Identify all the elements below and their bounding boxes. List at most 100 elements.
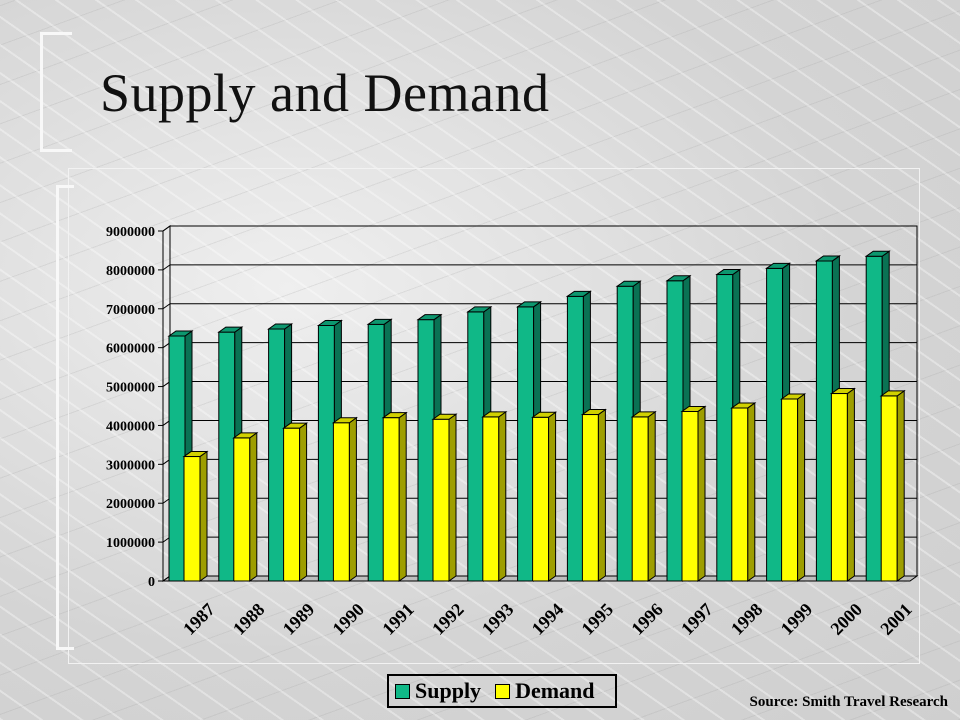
x-tick-label-1993: 1993 <box>478 599 518 639</box>
y-tick-label: 7000000 <box>106 303 155 318</box>
bar-supply-1999-top <box>765 262 792 269</box>
x-tick-label-1997: 1997 <box>677 599 717 639</box>
chart-legend: Supply Demand <box>387 674 617 708</box>
bar-supply-1993 <box>467 311 485 582</box>
bar-supply-1997 <box>666 280 684 582</box>
bar-demand-1988-top <box>232 432 259 439</box>
bar-demand-2000-side <box>846 387 855 582</box>
y-tick-label: 9000000 <box>106 225 155 240</box>
bar-demand-1988-side <box>249 431 258 582</box>
legend-label-demand: Demand <box>515 678 595 703</box>
x-tick-label-1995: 1995 <box>577 599 617 639</box>
bar-demand-1993 <box>482 416 500 582</box>
bar-supply-1990 <box>317 325 335 582</box>
bar-demand-1993-top <box>481 411 508 418</box>
bar-demand-1995-top <box>580 409 607 416</box>
source-note: Source: Smith Travel Research <box>749 694 948 710</box>
bar-demand-2001-side <box>896 389 905 582</box>
x-tick-label-1989: 1989 <box>279 599 319 639</box>
x-tick-label-1991: 1991 <box>378 599 418 639</box>
y-tick-label: 5000000 <box>106 381 155 396</box>
bar-demand-1995-side <box>597 408 606 582</box>
bar-demand-2000-top <box>829 388 856 395</box>
bar-supply-1999 <box>766 267 784 582</box>
y-tick-label: 1000000 <box>106 536 155 551</box>
bar-supply-1989 <box>268 328 286 582</box>
bar-supply-2001 <box>865 255 883 582</box>
bar-demand-1989-top <box>282 422 309 429</box>
bar-supply-1987-top <box>167 330 194 337</box>
bar-demand-1992-side <box>448 413 457 582</box>
legend-item-demand: Demand <box>495 678 595 704</box>
bar-demand-1992-top <box>431 413 458 420</box>
x-tick-label-1994: 1994 <box>528 599 568 639</box>
bar-demand-1998-top <box>730 402 757 409</box>
bar-demand-2000 <box>830 393 848 582</box>
bar-supply-1997-top <box>665 275 692 282</box>
bar-demand-1987 <box>183 456 201 582</box>
bar-demand-2001 <box>880 395 898 582</box>
bar-supply-1988-top <box>217 326 244 333</box>
bar-demand-1994 <box>532 416 550 582</box>
bar-demand-1996-side <box>647 410 656 582</box>
bar-supply-1991 <box>367 323 385 582</box>
bar-supply-1990-top <box>316 320 343 326</box>
bar-demand-1988 <box>233 437 251 582</box>
bar-demand-1997 <box>681 410 699 582</box>
bar-supply-2001-top <box>864 250 891 257</box>
bar-demand-1999-side <box>797 393 806 582</box>
title-bracket-decoration <box>40 32 72 152</box>
bar-demand-1999-top <box>780 393 807 400</box>
x-tick-label-1988: 1988 <box>229 599 269 639</box>
bar-demand-1996 <box>631 416 649 582</box>
bar-supply-1994 <box>517 306 535 582</box>
bar-demand-1996-top <box>630 411 657 418</box>
bar-demand-1998-side <box>747 401 756 582</box>
bar-supply-2000-top <box>814 255 841 262</box>
bar-demand-1991 <box>382 417 400 582</box>
y-tick-label: 3000000 <box>106 458 155 473</box>
bar-demand-1990 <box>332 422 350 582</box>
gridline-side <box>162 264 171 271</box>
y-tick-label: 0 <box>148 575 155 590</box>
y-tick-label: 8000000 <box>106 264 155 279</box>
page-title: Supply and Demand <box>100 63 550 123</box>
x-tick-label-1999: 1999 <box>777 599 817 639</box>
bar-supply-1993-top <box>466 306 493 313</box>
legend-swatch-supply <box>395 683 410 699</box>
bar-supply-1996-top <box>615 280 642 287</box>
bar-demand-1987-top <box>182 451 209 458</box>
x-tick-label-1998: 1998 <box>727 599 767 639</box>
x-tick-label-1992: 1992 <box>428 599 468 639</box>
x-tick-label-1996: 1996 <box>627 599 667 639</box>
bar-demand-1990-top <box>331 417 358 424</box>
bar-demand-1991-top <box>381 412 408 419</box>
legend-label-supply: Supply <box>415 678 482 703</box>
x-tick-label-1987: 1987 <box>179 599 219 639</box>
bar-supply-1991-top <box>366 318 393 325</box>
bar-supply-1996 <box>616 285 634 582</box>
bar-demand-1987-side <box>199 450 208 582</box>
x-tick-label-2001: 2001 <box>876 599 916 639</box>
bar-demand-1989 <box>283 427 301 582</box>
bar-demand-1990-side <box>348 416 357 582</box>
bar-demand-1997-side <box>697 405 706 582</box>
x-tick-label-1990: 1990 <box>328 599 368 639</box>
chart-frame <box>68 168 920 664</box>
bar-supply-1994-top <box>516 301 543 308</box>
y-tick-label: 2000000 <box>106 497 155 512</box>
bar-supply-1992 <box>417 319 435 582</box>
bar-supply-1995-top <box>565 290 592 297</box>
bar-demand-1992 <box>432 418 450 582</box>
gridline-side <box>162 225 171 232</box>
bar-supply-1998-top <box>715 269 742 276</box>
y-tick-label: 6000000 <box>106 342 155 357</box>
gridline-side <box>162 303 171 310</box>
legend-swatch-demand <box>495 683 511 699</box>
bar-demand-1998 <box>731 407 749 582</box>
bar-demand-1995 <box>581 414 599 582</box>
bar-demand-2001-top <box>879 390 906 397</box>
bar-demand-1997-top <box>680 405 707 412</box>
chart-bracket-decoration <box>56 185 74 650</box>
